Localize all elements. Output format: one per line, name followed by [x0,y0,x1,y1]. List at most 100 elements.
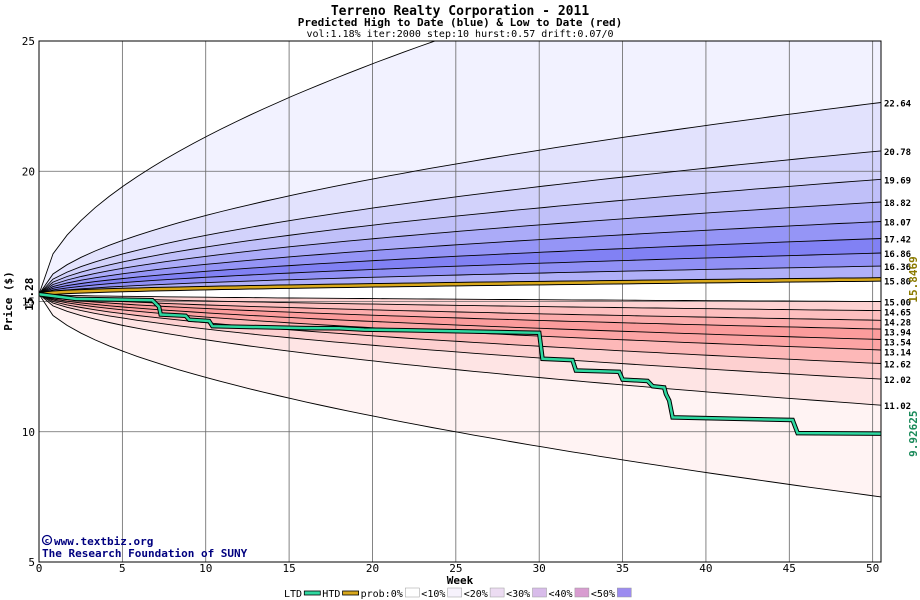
credit-line2: The Research Foundation of SUNY [42,547,248,560]
high-band [39,102,881,295]
plot-frame [38,40,882,563]
legend-swatch [574,587,590,598]
copyright-icon [41,534,53,546]
low-band [39,294,881,330]
quantile-line [39,102,881,295]
quantile-end-label: 13.14 [884,349,912,359]
quantile-line [39,265,881,295]
ltd-value-label: 9.92625 [907,410,920,456]
quantile-end-label: 22.64 [884,99,912,109]
quantile-line [39,238,881,295]
chart-subtitle: Predicted High to Date (blue) & Low to D… [298,16,623,29]
quantile-end-label: 19.69 [884,176,911,186]
ltd-line [39,292,881,435]
x-tick-label: 15 [282,562,295,575]
center-band [39,280,881,302]
quantile-end-label: 13.54 [884,339,912,349]
low-band [39,294,881,340]
credit-line1: www.textbiz.org [54,535,153,548]
high-band [39,202,881,295]
y-tick-label: 5 [28,556,35,569]
legend-label: <30% [506,589,530,600]
legend-label: LTD [284,589,302,600]
legend-label: HTD [322,589,340,600]
legend-swatch [303,590,321,596]
low-band [39,294,881,350]
x-tick-label: 30 [533,562,546,575]
quantile-end-label: 16.36 [884,263,911,273]
quantile-end-label: 14.28 [884,319,911,329]
legend: LTD HTD prob:0% <10% <20% <30% <40% <50% [284,587,632,600]
quantile-line [39,41,437,295]
quantile-end-label: 12.62 [884,360,911,370]
x-axis-label: Week [447,574,474,587]
quantile-end-label: 20.78 [884,148,911,158]
quantile-end-label: 18.82 [884,199,911,209]
quantile-line [39,293,881,364]
y-tick-label: 15 [22,296,35,309]
quantile-line [39,252,881,295]
chart-title: Terreno Realty Corporation - 2011 [331,4,589,19]
chart-params: vol:1.18% iter:2000 step:10 hurst:0.57 d… [306,29,613,40]
quantile-line [39,178,881,295]
y-tick-label: 25 [22,35,35,48]
y-axis-label: Price ($) [2,271,15,331]
legend-swatch [532,587,547,598]
quantile-line [39,293,881,330]
legend-label: <20% [464,589,488,600]
x-tick-label: 50 [866,562,879,575]
quantile-end-label: 15.00 [884,299,911,309]
quantile-end-label: 12.02 [884,376,911,386]
x-tick-label: 40 [699,562,712,575]
quantile-end-label: 13.94 [884,329,912,339]
credit: c www.textbiz.org The Research Foundatio… [41,534,248,560]
plot-clip-group [39,41,881,562]
quantile-line [39,293,881,321]
quantile-end-label: 17.42 [884,235,911,245]
quantile-line [39,293,881,406]
high-band [39,150,881,295]
quantile-end-label: 15.80 [884,278,911,288]
legend-swatch [342,590,360,596]
legend-label: prob:0% [361,589,403,600]
high-band [39,253,881,295]
legend-swatch [617,587,632,598]
quantile-end-label: 18.07 [884,219,911,229]
quantile-line [39,293,881,498]
quantile-line [39,293,881,380]
high-band [39,221,881,295]
htd-line [39,278,881,296]
legend-label: <40% [549,589,573,600]
x-tick-label: 5 [119,562,126,575]
high-band [39,238,881,295]
quantile-line [39,293,881,340]
legend-swatch [447,587,462,598]
low-band [39,294,881,406]
legend-label: <10% [421,589,445,600]
low-band [39,294,881,380]
quantile-line [39,293,881,312]
x-tick-label: 45 [783,562,796,575]
quantile-end-label: 11.02 [884,402,911,412]
high-band [39,179,881,295]
copyright-c: c [45,537,49,545]
htd-value-label: 15.8469 [907,256,920,302]
legend-swatch [405,587,420,598]
start-price-label: 15.28 [23,278,36,311]
x-tick-label: 35 [616,562,629,575]
quantile-line [39,201,881,295]
low-band [39,294,881,364]
high-band [39,41,881,295]
quantile-line [39,293,881,302]
y-tick-label: 20 [22,165,35,178]
y-tick-label: 10 [22,426,35,439]
quantile-line [39,150,881,295]
plot-area: 0 5 10 15 20 25 30 35 40 45 5051015202515.2822.642… [22,35,920,575]
quantile-line [39,221,881,295]
low-band [39,294,881,321]
legend-swatch [489,587,505,598]
low-band [39,294,881,497]
quantile-end-label: 14.65 [884,309,911,319]
x-tick-label: 10 [199,562,212,575]
